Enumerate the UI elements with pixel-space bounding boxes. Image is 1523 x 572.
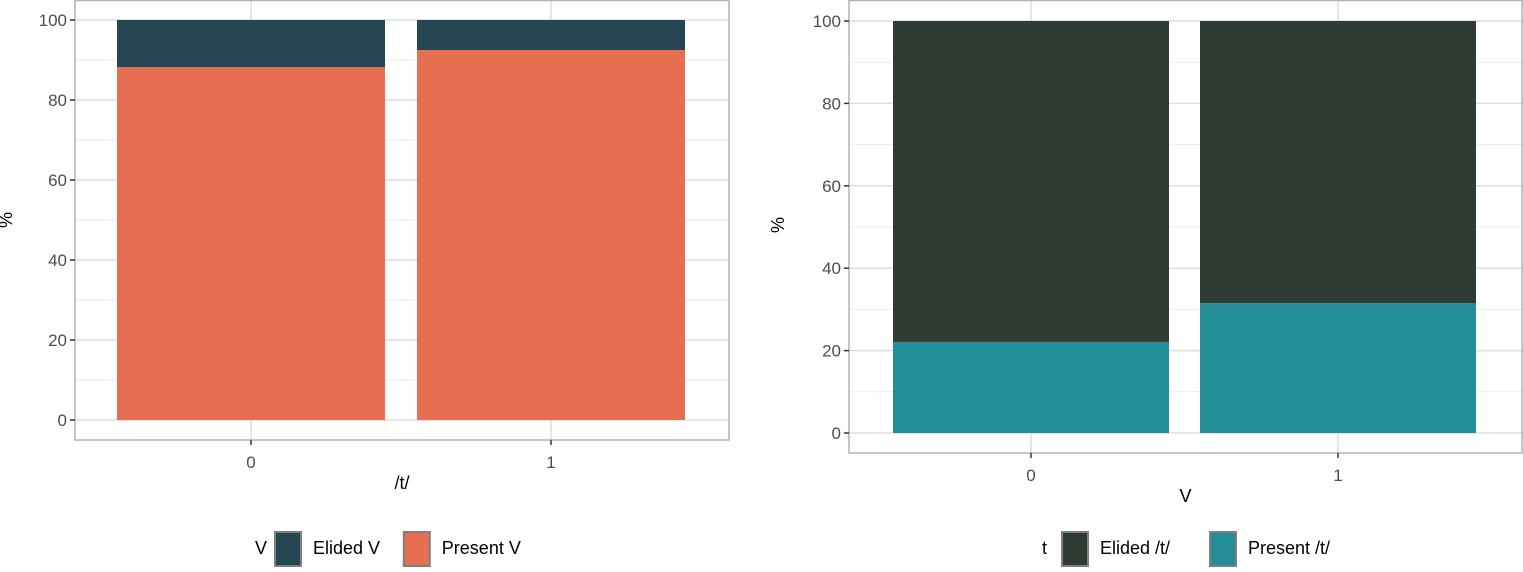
plot-border: [74, 0, 730, 441]
left-chart: 0 20 40 60 80 100 0 1/t/% V Elided V Present V: [0, 0, 760, 567]
legend-swatch: [1061, 531, 1089, 567]
y-tick-label: 40: [48, 251, 67, 270]
y-tick-label: 100: [39, 11, 67, 30]
legend-label: Present V: [442, 538, 521, 558]
bar-segment-elided-t: [893, 21, 1169, 342]
legend-swatch: [274, 531, 302, 567]
legend-swatch: [1209, 531, 1237, 567]
x-axis-label: V: [1179, 486, 1191, 506]
right-chart: 0 20 40 60 80 100 0 1 V% t Elided /t/Present /t/: [768, 0, 1523, 567]
y-axis-label: %: [770, 217, 788, 233]
right-chart-svg: 0 20 40 60 80 100 0 1 V% t Elided /t/Present /t/: [768, 0, 1523, 567]
legend-label: Elided V: [313, 538, 380, 558]
bar-segment-present-v: [417, 50, 685, 420]
x-tick-label: 1: [546, 453, 555, 472]
legend: t Elided /t/Present /t/: [1042, 531, 1330, 567]
legend-title: V: [255, 538, 267, 558]
y-tick-label: 60: [822, 177, 841, 196]
bar-segment-elided-v: [117, 20, 385, 68]
y-tick-label: 0: [58, 411, 67, 430]
legend-title: t: [1042, 538, 1047, 558]
legend-label: Present /t/: [1248, 538, 1330, 558]
plot-border: [848, 0, 1523, 454]
y-tick-label: 80: [822, 94, 841, 113]
legend-label: Elided /t/: [1100, 538, 1170, 558]
x-tick-label: 1: [1333, 466, 1342, 485]
bar-segment-elided-v: [417, 20, 685, 50]
x-tick-label: 0: [246, 453, 255, 472]
y-tick-label: 20: [48, 331, 67, 350]
y-tick-label: 0: [832, 424, 841, 443]
bar-segment-present-t: [893, 341, 1169, 433]
bar-segment-elided-t: [1200, 21, 1476, 304]
x-axis-label: /t/: [394, 473, 409, 493]
y-tick-label: 60: [48, 171, 67, 190]
x-tick-label: 0: [1026, 466, 1035, 485]
bar-segment-present-v: [117, 67, 385, 420]
legend: V Elided V Present V: [255, 531, 521, 567]
left-chart-svg: 0 20 40 60 80 100 0 1/t/% V Elided V Present V: [0, 0, 730, 567]
legend-swatch: [402, 531, 431, 567]
y-axis-label: %: [0, 212, 16, 228]
y-tick-label: 20: [822, 342, 841, 361]
y-tick-label: 80: [48, 91, 67, 110]
y-tick-label: 40: [822, 259, 841, 278]
y-tick-label: 100: [813, 12, 841, 31]
bar-segment-present-t: [1200, 303, 1476, 433]
